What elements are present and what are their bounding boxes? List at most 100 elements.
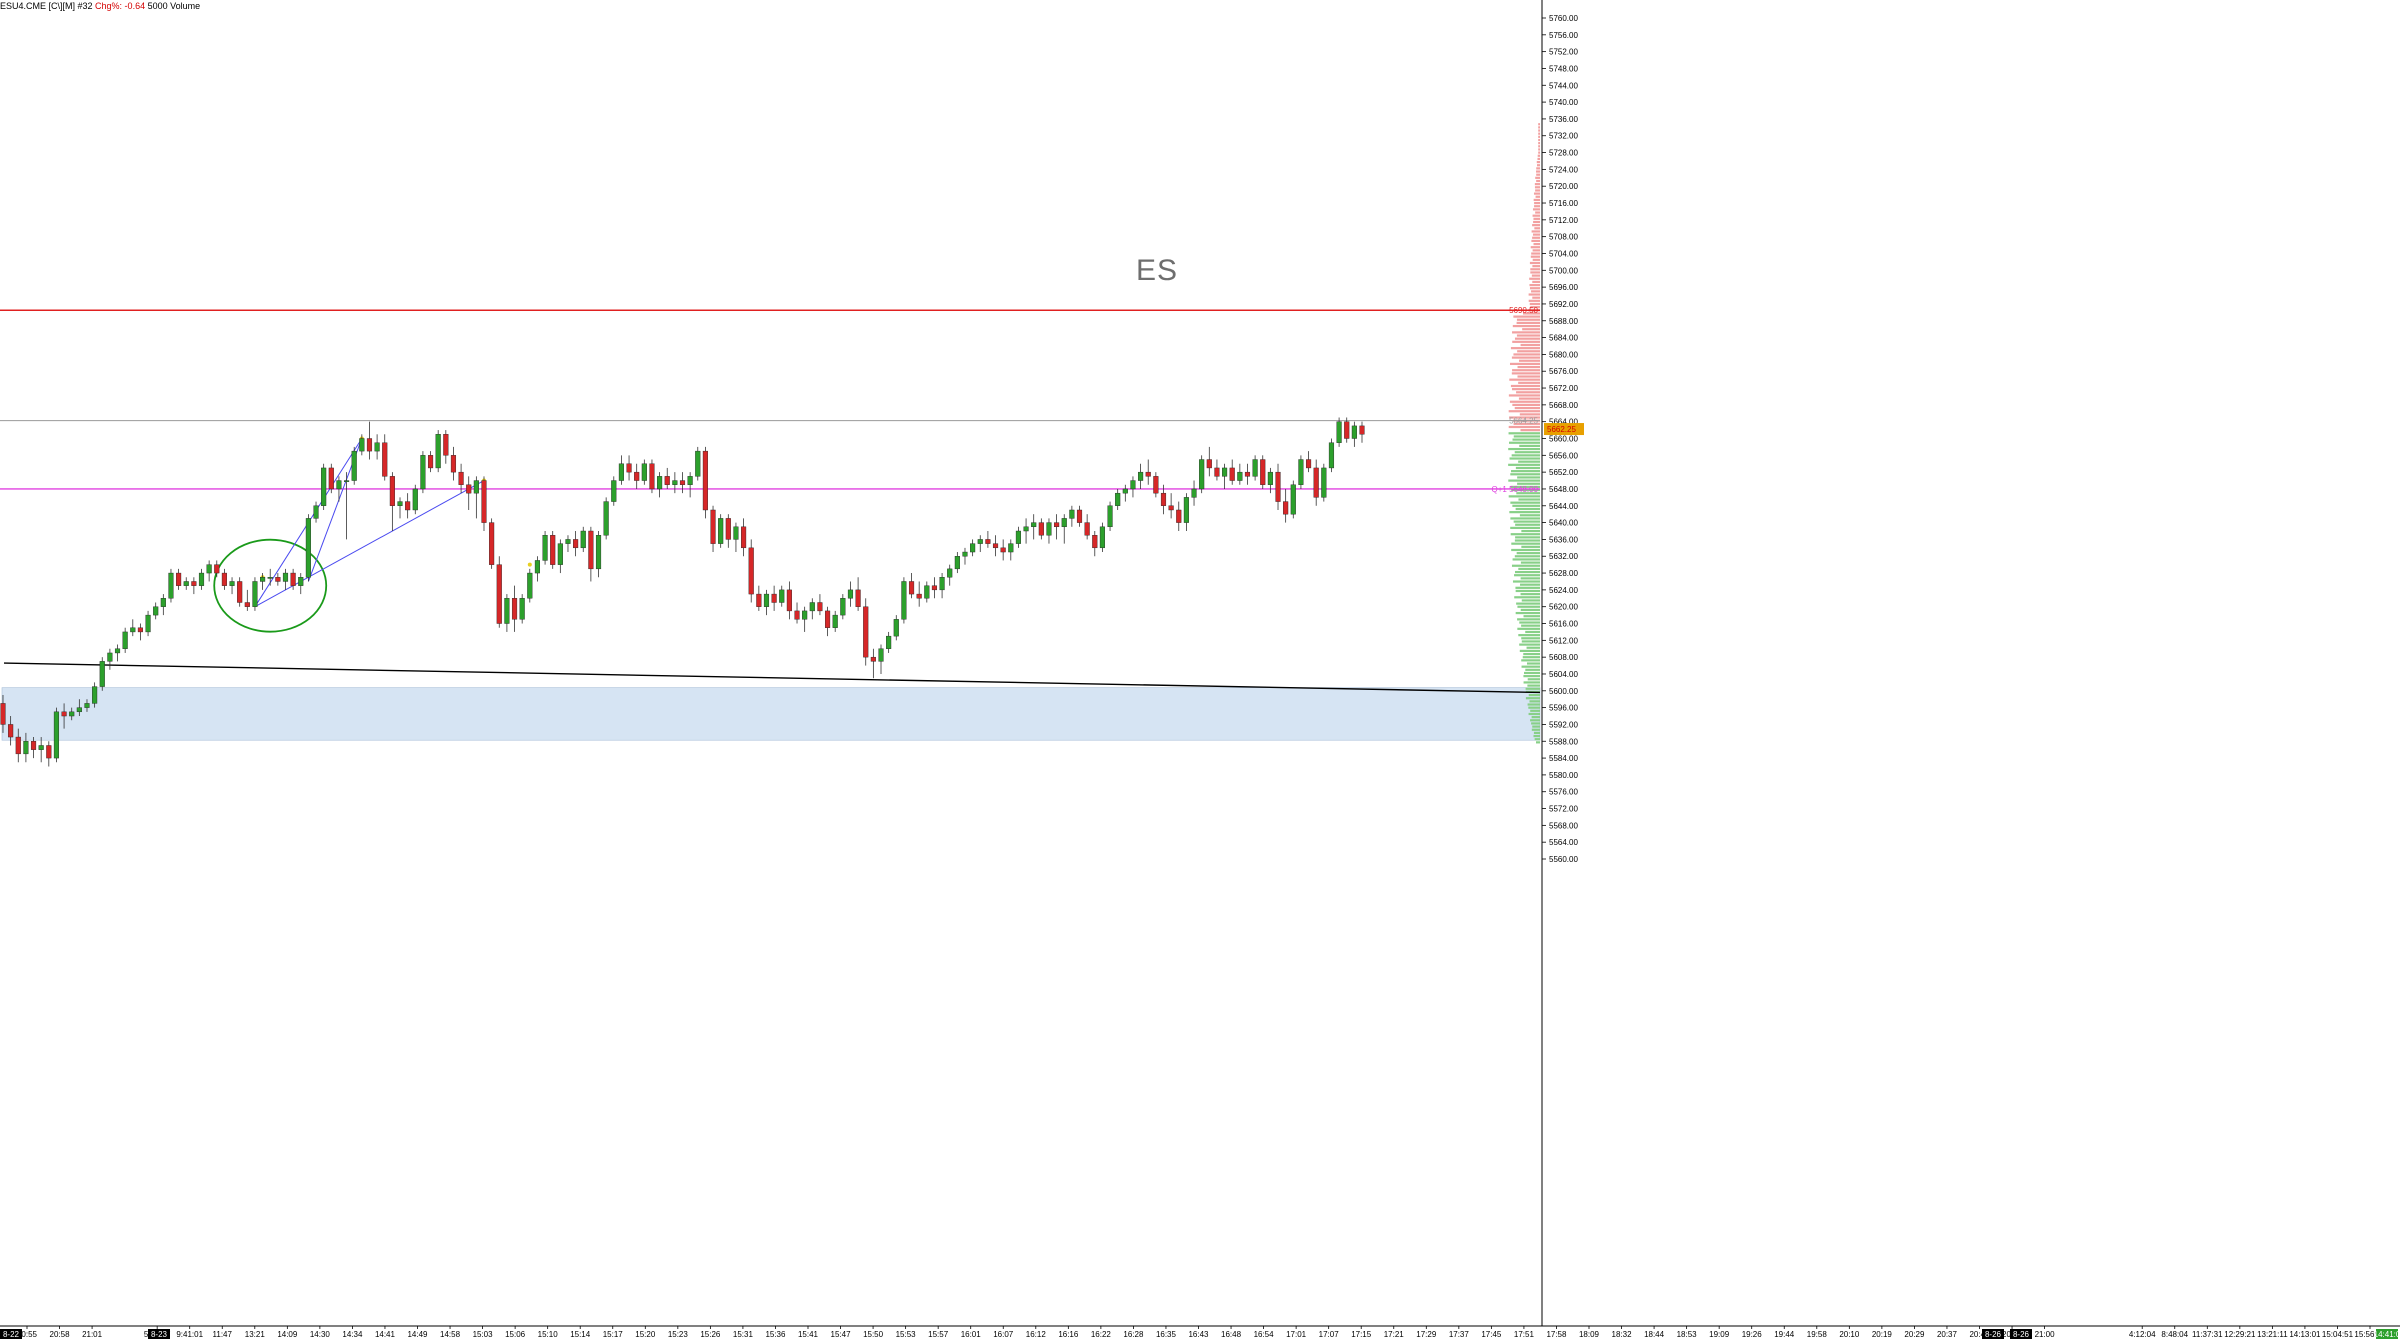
candle-body [496,564,502,624]
profile-bar [1521,545,1540,548]
profile-bar [1532,249,1540,252]
candle-body [275,577,281,582]
candle-down [30,737,37,759]
profile-bar [1536,741,1540,744]
time-tick-label: 16:22 [1091,1330,1112,1339]
profile-bar [1520,429,1540,432]
profile-bar [1532,725,1540,728]
zone-rect[interactable] [1,687,1541,741]
profile-bar [1538,129,1540,132]
time-tick-label: 20:58 [50,1330,71,1339]
candle-body [130,627,136,633]
candle-body [374,442,380,452]
candle-body [1008,543,1014,553]
time-tick-label: 14:41 [375,1330,396,1339]
candle-up [92,682,98,708]
candle-down [741,518,747,557]
time-tick-label: 16:12 [1026,1330,1047,1339]
date-marker-bg [2010,1329,2032,1339]
profile-bar [1533,242,1540,246]
trend-line[interactable] [3,662,1541,694]
candle-down [626,455,632,481]
candle-body [1054,522,1060,528]
candle-body [443,434,449,456]
price-tick-label: 5596.00 [1549,704,1578,713]
candle-body [1290,484,1296,515]
candle-body [145,614,151,633]
profile-bar [1520,343,1540,347]
time-tick-label: 15:20 [635,1330,656,1339]
profile-bar [1512,324,1540,328]
candle-body [1031,522,1037,528]
candle-body [695,450,701,477]
candle-body [931,585,938,591]
candle-down [1244,463,1251,485]
price-tick-label: 5748.00 [1549,64,1578,73]
time-tick-label: 16:54 [1254,1330,1275,1339]
support-zone [1,687,1541,741]
profile-bar [1525,697,1540,700]
candle-body [1122,488,1128,494]
profile-bar [1532,265,1540,268]
profile-bar [1534,186,1540,189]
profile-bar [1508,495,1540,498]
profile-bar [1534,205,1540,208]
candle-body [1061,518,1067,528]
candle-down [61,703,67,729]
profile-bar [1530,709,1540,712]
candle-up [802,606,808,632]
price-tick-label: 5568.00 [1549,821,1578,830]
candle-body [809,602,815,612]
candle-body [1069,509,1075,519]
profile-bar [1511,372,1540,375]
candle-body [527,572,533,599]
profile-bar [1510,526,1540,530]
candle-down [214,560,220,578]
price-tick-label: 5732.00 [1549,132,1578,141]
candle-up [84,699,90,712]
candle-body [290,572,296,586]
time-tick-label: 14:58 [440,1330,461,1339]
candle-body [15,736,21,755]
candle-body [939,577,945,591]
profile-bar [1510,485,1540,489]
candle-down [389,472,395,532]
candle-body [1130,480,1136,490]
price-tick-label: 5640.00 [1549,519,1578,528]
candle-up [809,598,815,620]
candle-up [435,430,441,473]
time-tick-label: 19:58 [1807,1330,1828,1339]
price-tick-label: 5724.00 [1549,165,1578,174]
highlight-circle[interactable] [213,538,328,633]
candle-body [786,589,792,612]
price-axis[interactable]: 5760.00 5756.00 5752.00 5748.00 5744.00 5740.… [1541,0,1584,1326]
price-levels[interactable]: 5690.50 5664.25 Q+1 5648.00 [0,306,1540,494]
profile-bar [1534,183,1540,186]
candle-up [23,732,29,763]
price-tick-label: 5708.00 [1549,233,1578,242]
price-tick-label: 5600.00 [1549,687,1578,696]
candle-down [46,741,52,767]
candle-up [603,497,609,540]
profile-bar [1510,533,1540,536]
candle-body [771,593,777,603]
candle-up [1191,480,1197,506]
candle-up [305,514,311,582]
chart-header: ESU4.CME [C\][M] #32 Chg%: -0.64 5000 Vo… [0,0,200,14]
price-tick-label: 5688.00 [1549,317,1578,326]
time-tick-label: 18:44 [1644,1330,1665,1339]
candle-up [122,627,128,653]
time-tick-label: 17:29 [1416,1330,1437,1339]
price-tick-label: 5624.00 [1549,586,1578,595]
time-axis[interactable]: 20:5520:5821:015:54:079:41:0111:4713:211… [0,1325,2400,1339]
profile-bar [1532,258,1540,261]
candle-up [69,707,75,721]
candle-up [534,556,541,582]
price-tick-label: 5672.00 [1549,384,1578,393]
profile-bar [1511,388,1540,391]
candle-body [1199,459,1205,490]
profile-bar [1515,507,1540,511]
candle-body [1038,522,1044,536]
candle-up [519,594,525,624]
